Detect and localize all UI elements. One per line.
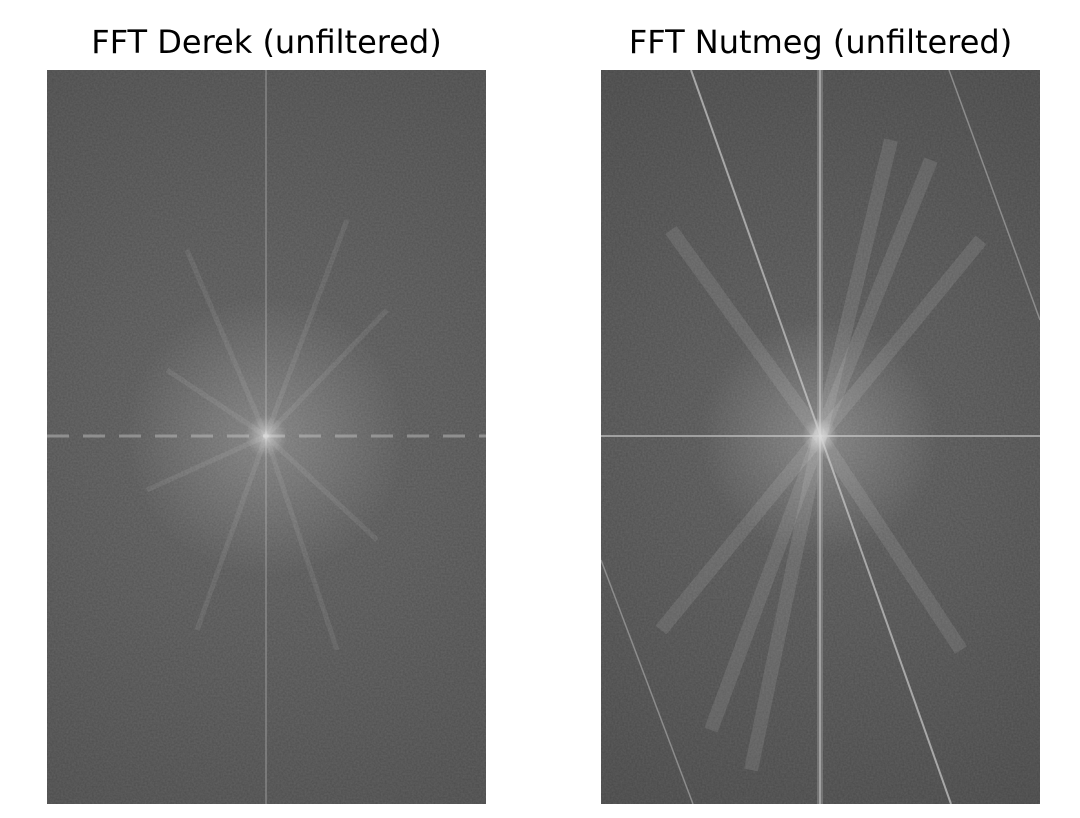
fft-nutmeg-spectrum-image: [601, 70, 1040, 804]
panel-title-nutmeg: FFT Nutmeg (unfiltered): [601, 22, 1040, 62]
panel-title-derek: FFT Derek (unfiltered): [47, 22, 486, 62]
fft-derek-spectrum-image: [47, 70, 486, 804]
